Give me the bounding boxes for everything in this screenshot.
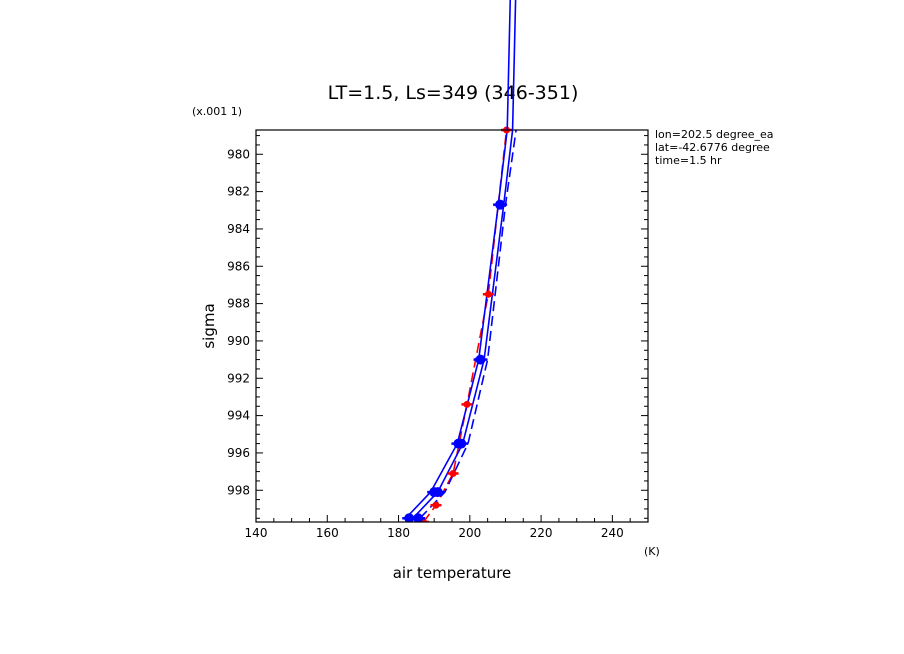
y-tick-label: 988 [227, 297, 250, 311]
annotation-line: lat=-42.6776 degree [655, 141, 770, 154]
y-tick-label: 996 [227, 446, 250, 460]
annotation-line: time=1.5 hr [655, 154, 722, 167]
data-series [402, 126, 517, 522]
x-unit-label: (K) [644, 545, 660, 558]
y-scale-note: (x.001 1) [192, 105, 242, 118]
series-line-3 [419, 129, 517, 519]
series-extension-2 [511, 0, 517, 131]
y-tick-label: 982 [227, 185, 250, 199]
x-tick-label: 200 [458, 526, 481, 540]
x-axis-label: air temperature [393, 564, 512, 582]
y-tick-label: 984 [227, 222, 250, 236]
y-tick-label: 998 [227, 483, 250, 497]
series-extension-1 [506, 0, 512, 131]
y-tick-label: 986 [227, 259, 250, 273]
series-line-2 [412, 129, 514, 519]
y-tick-label: 990 [227, 334, 250, 348]
x-tick-label: 240 [601, 526, 624, 540]
plot-frame [255, 129, 649, 523]
x-tick-label: 140 [245, 526, 268, 540]
y-axis-label: sigma [200, 303, 218, 348]
series-line-0 [422, 129, 508, 522]
y-tick-label: 980 [227, 147, 250, 161]
x-tick-label: 160 [316, 526, 339, 540]
x-tick-label: 220 [530, 526, 553, 540]
y-tick-label: 994 [227, 409, 250, 423]
x-tick-label: 180 [387, 526, 410, 540]
chart-title: LT=1.5, Ls=349 (346-351) [328, 82, 579, 104]
annotation-line: lon=202.5 degree_ea [655, 128, 774, 141]
y-tick-label: 992 [227, 371, 250, 385]
